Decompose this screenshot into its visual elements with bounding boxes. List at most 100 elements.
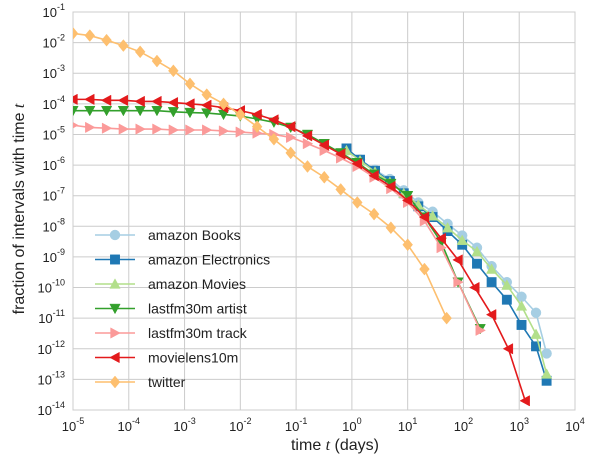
data-point bbox=[284, 121, 296, 133]
data-point bbox=[184, 77, 196, 91]
data-point bbox=[471, 245, 483, 257]
y-tick-label: 10-9 bbox=[43, 247, 65, 265]
data-point bbox=[73, 105, 79, 117]
data-point bbox=[168, 64, 179, 78]
data-point bbox=[168, 124, 180, 136]
data-point bbox=[469, 281, 480, 294]
data-point bbox=[218, 97, 229, 111]
legend-marker bbox=[109, 351, 120, 364]
data-point bbox=[117, 105, 129, 117]
x-tick-label: 10-1 bbox=[285, 416, 307, 434]
legend-item: amazon Movies bbox=[95, 276, 246, 292]
legend-marker bbox=[110, 254, 120, 265]
y-axis-label: fraction of intervals with time t bbox=[11, 103, 28, 314]
data-point bbox=[285, 146, 296, 160]
y-tick-label: 10-8 bbox=[43, 216, 65, 234]
data-point bbox=[418, 211, 430, 223]
data-point bbox=[134, 105, 146, 117]
legend-marker bbox=[110, 327, 121, 339]
data-point bbox=[151, 105, 163, 117]
data-point bbox=[436, 242, 447, 254]
data-point bbox=[101, 33, 112, 47]
data-point bbox=[516, 320, 527, 330]
x-axis-label: time t (days) bbox=[291, 437, 379, 454]
data-point bbox=[201, 108, 213, 119]
data-point bbox=[334, 148, 346, 160]
data-point bbox=[101, 122, 113, 134]
data-point bbox=[435, 232, 446, 245]
data-point bbox=[485, 309, 497, 321]
data-point bbox=[519, 395, 530, 407]
y-tick-label: 10-7 bbox=[43, 186, 65, 204]
legend-label: movielens10m bbox=[148, 350, 238, 366]
data-point bbox=[472, 258, 482, 269]
data-point bbox=[184, 98, 195, 110]
data-point bbox=[268, 132, 280, 146]
data-point bbox=[441, 311, 452, 325]
data-point bbox=[530, 328, 542, 339]
plot-area bbox=[72, 11, 576, 411]
legend-item: amazon Electronics bbox=[95, 252, 270, 268]
legend-item: movielens10m bbox=[95, 350, 238, 366]
legend-label: amazon Electronics bbox=[148, 252, 270, 268]
data-point bbox=[419, 262, 430, 276]
data-point bbox=[100, 105, 113, 117]
y-tick-label: 10-5 bbox=[43, 124, 65, 142]
data-point bbox=[73, 93, 78, 105]
data-point bbox=[286, 131, 297, 144]
y-tick-label: 10-1 bbox=[43, 2, 65, 20]
data-point bbox=[73, 122, 79, 129]
data-point bbox=[251, 120, 263, 134]
legend-item: twitter bbox=[95, 374, 186, 390]
data-point bbox=[335, 183, 346, 196]
data-point bbox=[202, 124, 213, 136]
data-point bbox=[152, 123, 163, 135]
series-twitter bbox=[73, 27, 452, 325]
data-point bbox=[167, 96, 179, 109]
data-point bbox=[218, 125, 230, 137]
data-point bbox=[541, 348, 552, 359]
legend-label: amazon Books bbox=[148, 227, 241, 243]
y-tick-label: 10-3 bbox=[43, 63, 65, 81]
data-point bbox=[134, 95, 145, 108]
x-tick-label: 101 bbox=[398, 416, 417, 434]
data-point bbox=[251, 108, 262, 121]
y-tick-label: 10-10 bbox=[38, 278, 65, 296]
y-tick-label: 10-6 bbox=[43, 155, 65, 173]
data-point bbox=[301, 130, 313, 142]
data-point bbox=[302, 160, 313, 173]
grid bbox=[72, 11, 576, 411]
data-point bbox=[401, 194, 413, 207]
data-point bbox=[475, 324, 486, 336]
legend-label: lastfm30m track bbox=[148, 325, 248, 341]
legend-item: lastfm30m track bbox=[95, 325, 248, 341]
data-point bbox=[426, 210, 439, 221]
data-point bbox=[453, 276, 464, 288]
data-point bbox=[486, 263, 498, 274]
data-point bbox=[167, 107, 179, 118]
data-point bbox=[100, 94, 112, 106]
data-point bbox=[118, 39, 129, 52]
x-tick-label: 10-3 bbox=[173, 416, 195, 434]
data-point bbox=[368, 207, 380, 221]
data-point bbox=[73, 27, 79, 40]
data-point bbox=[501, 294, 512, 305]
legend-item: amazon Books bbox=[95, 227, 241, 243]
data-point bbox=[452, 254, 463, 266]
x-tick-label: 104 bbox=[565, 416, 584, 434]
data-point bbox=[268, 114, 279, 126]
data-point bbox=[541, 368, 553, 379]
y-tick-label: 10-11 bbox=[38, 308, 65, 326]
legend-marker bbox=[109, 375, 121, 389]
series-line bbox=[73, 98, 526, 402]
legend-label: lastfm30m artist bbox=[148, 301, 247, 317]
data-point bbox=[134, 45, 146, 59]
data-point bbox=[84, 29, 96, 42]
series-layer bbox=[73, 27, 553, 407]
x-tick-label: 102 bbox=[454, 416, 473, 434]
data-point bbox=[502, 343, 514, 355]
legend: amazon Books amazon Electronics amazon Mov… bbox=[95, 227, 270, 390]
x-tick-label: 100 bbox=[342, 416, 361, 434]
data-point bbox=[151, 95, 162, 108]
